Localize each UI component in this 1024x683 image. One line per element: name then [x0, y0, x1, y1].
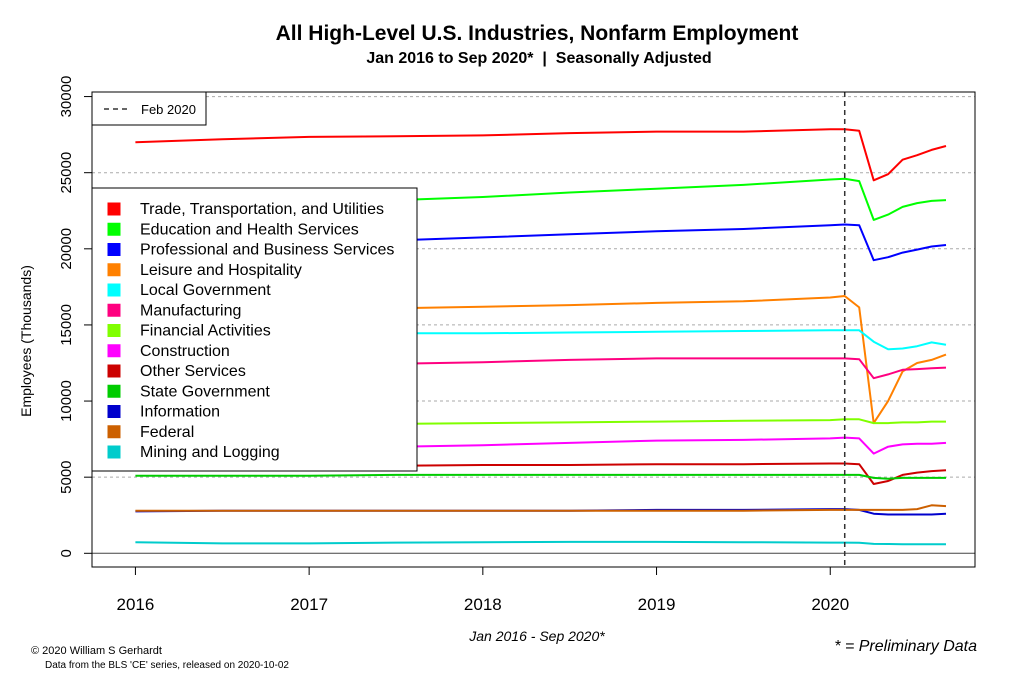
legend-entry: Education and Health Services: [140, 221, 359, 238]
series-line: [135, 473, 946, 480]
series-line: [135, 128, 947, 182]
legend-swatch: [107, 303, 121, 317]
chart-subtitle: Jan 2016 to Sep 2020* | Seasonally Adjus…: [366, 50, 711, 67]
legend-entry: Leisure and Hospitality: [140, 262, 302, 279]
legend-swatch: [107, 222, 121, 236]
ref-legend-box: [91, 91, 207, 126]
x-tick-label: 2018: [464, 595, 502, 614]
legend-entry: Manufacturing: [140, 302, 241, 319]
legend-entry: Trade, Transportation, and Utilities: [140, 201, 384, 218]
legend-entry: Mining and Logging: [140, 444, 280, 461]
x-tick-label: 2016: [117, 595, 155, 614]
legend-entry: Construction: [140, 343, 230, 360]
y-tick-label: 15000: [58, 304, 75, 346]
legend-swatch: [107, 344, 121, 358]
legend-swatch: [107, 384, 121, 398]
series-legend: Trade, Transportation, and Utilities Educ…: [91, 187, 418, 472]
y-tick-label: 5000: [58, 460, 75, 493]
legend-entry: State Government: [140, 383, 270, 400]
legend-swatch: [107, 202, 121, 216]
legend-entry: Information: [140, 404, 220, 421]
preliminary-note: * = Preliminary Data: [834, 638, 977, 655]
series-line: [135, 540, 946, 546]
ref-legend: Feb 2020: [91, 91, 207, 126]
legend-entry: Financial Activities: [140, 323, 271, 340]
legend-swatch: [107, 425, 121, 439]
source-note: Data from the BLS 'CE' series, released …: [45, 660, 289, 671]
ref-legend-label: Feb 2020: [141, 102, 196, 117]
legend-entry: Professional and Business Services: [140, 242, 394, 259]
series-legend-box: [91, 187, 418, 472]
series-line: [135, 504, 947, 512]
legend-swatch: [107, 445, 121, 459]
legend-swatch: [107, 324, 121, 337]
y-tick-label: 25000: [58, 152, 75, 194]
copyright-note: © 2020 William S Gerhardt: [31, 645, 162, 657]
x-tick-label: 2019: [638, 595, 676, 614]
x-axis: 2016 2017 2018 2019 2020: [117, 567, 849, 614]
legend-swatch: [107, 283, 121, 297]
legend-entry: Other Services: [140, 363, 246, 380]
chart-title: All High-Level U.S. Industries, Nonfarm …: [276, 22, 799, 45]
x-tick-label: 2017: [290, 595, 328, 614]
y-tick-label: 10000: [58, 380, 75, 422]
y-tick-label: 30000: [58, 76, 75, 118]
y-tick-label: 20000: [58, 228, 75, 270]
legend-swatch: [107, 263, 121, 277]
legend-swatch: [107, 364, 121, 378]
legend-entry: Local Government: [140, 282, 271, 299]
legend-swatch: [107, 405, 121, 418]
grid-lines: [92, 96, 975, 554]
x-axis-label: Jan 2016 - Sep 2020*: [468, 628, 605, 644]
y-axis: 0 5000 10000 15000 20000 25000 30000: [58, 76, 92, 557]
legend-swatch: [107, 243, 121, 256]
y-axis-label: Employees (Thousands): [18, 265, 34, 417]
x-tick-label: 2020: [811, 595, 849, 614]
y-tick-label: 0: [58, 549, 75, 557]
legend-entry: Federal: [140, 424, 194, 441]
